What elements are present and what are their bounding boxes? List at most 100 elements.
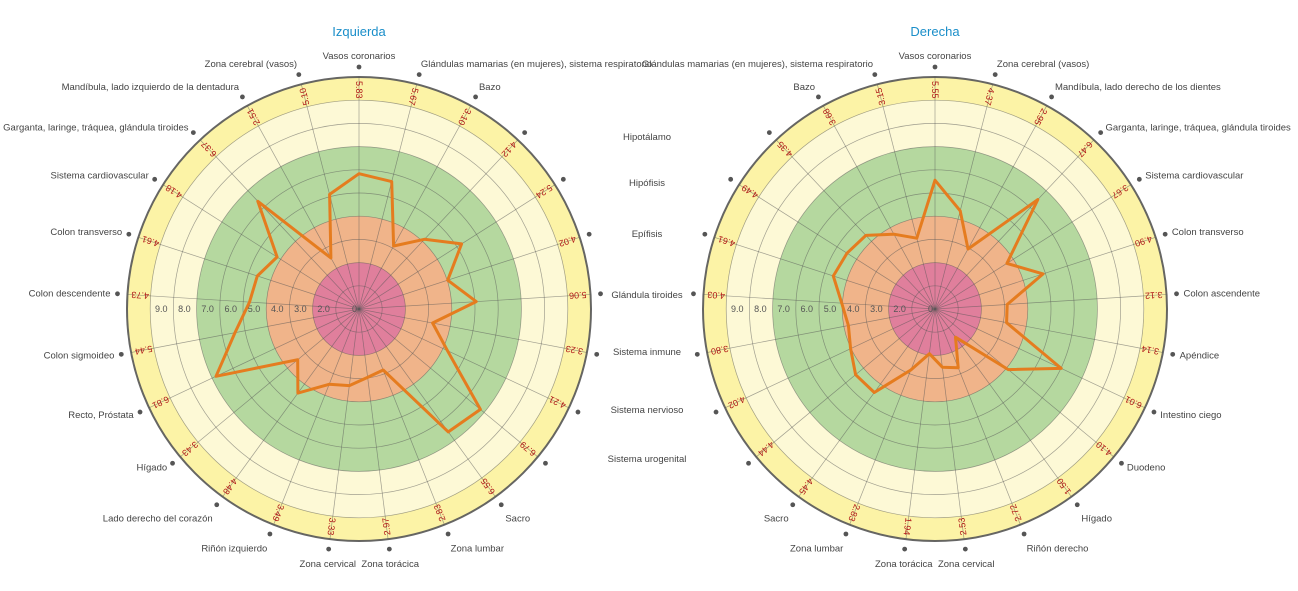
spoke-line [756,308,936,458]
middle-label: Hipófisis [629,178,665,189]
axis-end-dot [1170,351,1176,357]
axis-end-dot [326,546,332,552]
spoke-line [934,294,1167,310]
axis-label: Garganta, laringe, tráquea, glándula tir… [3,122,189,133]
radial-tick-label: 9.0 [155,304,168,314]
value-label: 3.12 [1145,290,1163,301]
axis-end-dot [356,64,362,70]
axis-label: Zona torácica [361,559,419,570]
axis-end-dot [214,502,220,508]
spoke-line [934,84,994,310]
axis-end-dot [560,176,566,182]
spoke-line [934,308,1163,353]
middle-label: Sistema nervioso [611,405,684,416]
middle-label: Epífisis [632,229,663,240]
spoke-line [358,84,418,310]
spoke-line [724,308,936,409]
axis-label: Zona cervical [938,559,995,570]
axis-end-dot [137,409,143,415]
axis-end-dot [126,231,132,237]
axis-label: Bazo [793,82,815,93]
spoke-line [131,308,360,353]
radial-tick-label: 2.0 [893,304,906,314]
axis-end-dot [766,130,772,135]
axis-end-dot [702,231,708,237]
axis-label: Zona lumbar [451,544,504,555]
radial-tick-label: 5.0 [248,304,261,314]
axis-label: Hígado [137,463,168,474]
spoke-line [199,139,360,310]
chart-title: Izquierda [332,24,386,39]
axis-label: Vasos coronarios [323,51,396,62]
axis-label: Vasos coronarios [899,51,972,62]
spoke-line [180,308,360,458]
value-label: 3.23 [565,344,584,357]
radial-tick-label: 4.0 [847,304,860,314]
axis-end-dot [1162,231,1168,237]
axis-end-dot [902,546,908,552]
axis-end-dot [498,502,504,508]
spoke-line [358,308,538,458]
spoke-line [703,294,936,310]
axis-end-dot [872,72,878,78]
axis-label: Mandíbula, lado izquierdo de la dentadur… [62,82,240,93]
axis-label: Zona lumbar [790,544,843,555]
spoke-line [849,308,936,525]
axis-label: Garganta, laringe, tráquea, glándula tir… [1105,122,1291,133]
spoke-line [358,308,570,409]
axis-end-dot [843,531,849,537]
axis-end-dot [267,531,273,537]
axis-end-dot [598,291,603,297]
axis-label: Sacro [764,513,789,524]
radial-tick-label: 6.0 [225,304,238,314]
value-label: 5.55 [930,81,940,99]
axis-end-dot [1098,130,1104,135]
middle-label-column: Hipotálamo Hipófisis Epífisis Glándula tiro… [608,132,687,465]
axis-end-dot [694,351,700,357]
value-label: 3.80 [710,344,729,357]
axis-label: Colon sigmoideo [44,351,115,362]
radial-tick-label: 7.0 [777,304,790,314]
spoke-line [934,236,1156,310]
axis-label: Zona cerebral (vasos) [205,59,297,70]
axis-label: Duodeno [1127,463,1166,474]
axis-end-dot [416,72,422,78]
axis-label: Sistema cardiovascular [1145,171,1243,182]
axis-label: Lado derecho del corazón [103,513,213,524]
series-line [214,172,482,434]
spoke-line [822,105,936,310]
spoke-line [358,308,445,525]
value-label: 4.03 [707,290,725,301]
spoke-line [329,308,360,540]
axis-end-dot [445,531,451,537]
axis-end-dot [746,460,751,466]
radial-tick-label: 8.0 [178,304,191,314]
spoke-line [358,184,556,310]
axis-end-dot [1119,460,1124,466]
middle-label: Hipotálamo [623,132,671,143]
spoke-line [358,139,519,310]
axis-end-dot [386,546,392,552]
axis-end-dot [713,409,719,415]
axis-end-dot [1021,531,1027,537]
value-label: 5.44 [134,344,153,357]
axis-end-dot [118,351,124,357]
axis-end-dot [170,460,175,466]
spoke-line [934,184,1132,310]
axis-label: Sistema cardiovascular [51,171,149,182]
axis-label: Zona cervical [300,559,357,570]
axis-end-dot [522,130,528,135]
radial-tick-label: 8.0 [754,304,767,314]
spoke-line [934,308,965,540]
radial-tick-label: 2.0 [317,304,330,314]
spoke-line [876,84,936,310]
value-label: 2.53 [956,517,968,536]
axis-label: Intestino ciego [1160,410,1221,421]
axis-end-dot [962,546,968,552]
axis-end-dot [1151,409,1157,415]
radar-chart-right: Derecha 0 2.0 3.0 4.0 5.0 6.0 7.0 8.0 9.0 5.55 4.37… [642,24,1291,570]
radial-tick-label: 0 [352,304,357,314]
value-label: 1.94 [901,517,913,536]
radial-tick-label: 6.0 [801,304,814,314]
axis-label: Colon transverso [1172,227,1244,238]
